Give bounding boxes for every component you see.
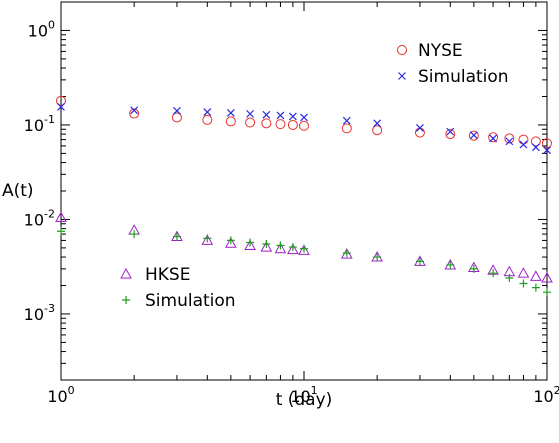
data-point [288, 243, 297, 252]
data-marks [55, 95, 553, 297]
data-point [416, 124, 424, 132]
data-point [505, 137, 514, 146]
data-point [373, 253, 382, 262]
data-point [173, 106, 181, 115]
data-point [56, 95, 66, 106]
legend-bottom-left: HKSE Simulation [120, 265, 236, 311]
data-point [245, 117, 256, 128]
legend-marker [397, 45, 407, 55]
plot-frame [60, 1, 548, 381]
legend-marker [120, 267, 132, 279]
data-point [203, 234, 212, 243]
y-tick-label: 10-1 [24, 113, 55, 135]
data-point [172, 232, 181, 241]
data-point [129, 108, 140, 119]
data-point [519, 279, 528, 288]
data-point [275, 119, 286, 130]
data-point [276, 241, 285, 250]
data-point [541, 271, 553, 283]
data-point [445, 129, 456, 140]
data-point [414, 127, 425, 138]
data-point [341, 123, 352, 134]
data-point [246, 109, 255, 118]
data-point [469, 264, 478, 273]
data-point [130, 106, 139, 115]
data-point [201, 234, 214, 245]
data-point [130, 230, 139, 239]
data-point [517, 267, 530, 278]
data-point [274, 242, 287, 254]
data-point [287, 119, 298, 130]
series-3 [57, 227, 551, 297]
data-point [372, 125, 383, 136]
data-point [543, 288, 551, 297]
legend-label: Simulation [418, 67, 509, 87]
data-point [342, 116, 351, 125]
data-point [342, 249, 351, 258]
x-axis-label: t (day) [276, 390, 333, 410]
data-point [300, 244, 308, 253]
data-point [518, 134, 529, 145]
legend-marker [398, 72, 406, 80]
data-point [446, 127, 455, 136]
x-tick-label: 102 [533, 384, 559, 406]
data-point [262, 110, 271, 119]
data-point [287, 243, 299, 255]
data-point [446, 260, 455, 269]
data-point [262, 239, 271, 248]
data-point [57, 227, 65, 236]
data-point [489, 134, 498, 143]
legends: NYSE Simulation HKSE Simulation [120, 41, 509, 311]
y-tick-label: 10-2 [24, 207, 55, 229]
data-point [530, 136, 541, 147]
data-point [225, 116, 236, 127]
data-point [298, 244, 310, 255]
data-point [504, 133, 515, 144]
data-point [415, 257, 424, 266]
y-tick-label: 100 [28, 18, 55, 40]
data-point [489, 269, 498, 278]
series-0 [56, 95, 552, 149]
data-point [468, 130, 479, 141]
y-axis-label: A(t) [2, 181, 34, 201]
data-point [543, 146, 551, 155]
data-point [469, 131, 478, 140]
x-tick-label: 100 [47, 384, 74, 406]
series-1 [57, 103, 551, 155]
data-point [505, 274, 514, 283]
data-point [300, 113, 308, 122]
axis-ticks [60, 1, 548, 381]
y-tick-label: 10-3 [24, 302, 55, 324]
data-point [276, 111, 285, 120]
data-point [202, 114, 213, 125]
axis-tick-labels: 100 101 102 100 10-1 10-2 10-3 [24, 18, 559, 406]
data-point [531, 283, 540, 292]
data-point [260, 241, 273, 252]
data-point [246, 238, 255, 247]
data-point [171, 112, 182, 123]
data-point [530, 270, 542, 281]
x-tick-label: 101 [290, 384, 317, 406]
data-point [244, 239, 256, 251]
data-point [55, 211, 67, 222]
data-point [288, 112, 297, 121]
data-point [225, 237, 237, 248]
legend-label: HKSE [145, 265, 190, 285]
data-point [203, 108, 212, 116]
legend-top-right: NYSE Simulation [397, 41, 509, 87]
data-point [299, 120, 309, 131]
data-point [531, 143, 540, 152]
data-point [373, 119, 382, 128]
legend-marker [122, 296, 130, 304]
data-point [57, 103, 65, 111]
legend-label: Simulation [145, 291, 236, 311]
data-point [519, 140, 528, 149]
data-point [488, 132, 499, 143]
legend-label: NYSE [418, 41, 463, 61]
data-point [542, 138, 552, 149]
data-point [226, 236, 235, 245]
data-point [226, 109, 235, 117]
data-point [261, 118, 272, 129]
